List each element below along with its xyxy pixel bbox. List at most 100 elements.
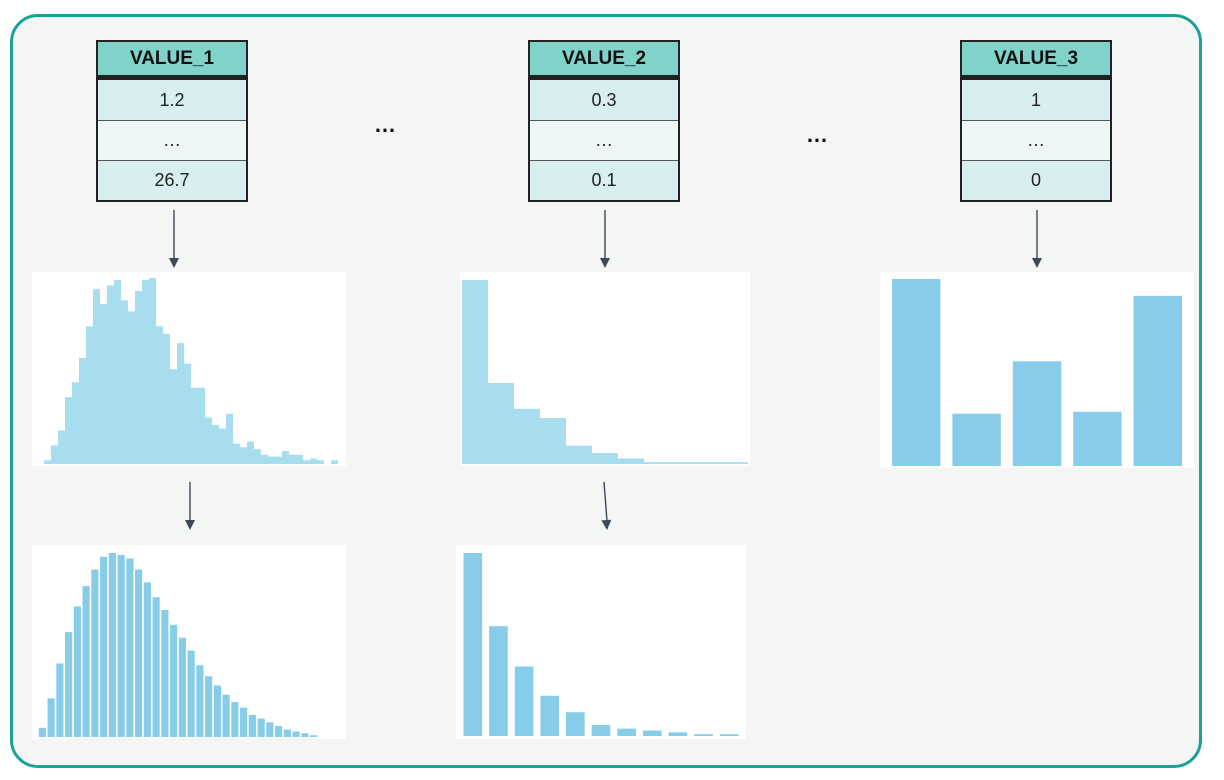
histogram-bar (222, 694, 230, 737)
histogram-bar (488, 383, 514, 464)
arrow-head (169, 258, 179, 268)
histogram-bar (617, 728, 636, 736)
histogram-bar (1012, 361, 1062, 466)
histogram-bar (696, 462, 722, 464)
histogram-bar (670, 462, 696, 464)
table-cell: 1.2 (98, 80, 246, 120)
histogram-bar (44, 460, 51, 464)
histogram-bar (1073, 411, 1122, 466)
histogram-bar (592, 452, 618, 464)
table-cell: … (962, 120, 1110, 160)
histogram-bar (126, 558, 134, 737)
histogram-bar (231, 702, 239, 737)
ellipsis-separator: … (806, 122, 828, 147)
histogram-bar (143, 582, 151, 737)
histogram-bar (591, 725, 611, 736)
histogram-bar (226, 413, 233, 464)
histogram-bar (719, 734, 739, 736)
histogram-bar (240, 707, 248, 737)
histogram-bar (540, 695, 560, 736)
histogram-bar (58, 430, 65, 464)
histogram-bar (170, 624, 178, 737)
histogram-bar (121, 300, 128, 464)
histogram-bar (283, 729, 291, 737)
histogram-bar (489, 626, 508, 736)
histogram-bar (170, 369, 177, 464)
arrow-head (601, 519, 612, 530)
histogram-bar (261, 454, 268, 464)
histogram-bar (644, 462, 670, 464)
histogram-bar (100, 556, 108, 737)
table-header: VALUE_2 (530, 42, 678, 80)
histogram-bar (156, 326, 163, 464)
histogram-bar (149, 278, 156, 464)
histogram-bar (187, 650, 195, 737)
histogram-bar (135, 291, 142, 464)
histogram-bar (117, 554, 125, 737)
histogram-bar (72, 382, 79, 464)
histogram-bar (184, 363, 191, 464)
histogram-bar (163, 333, 170, 464)
histogram-bar (642, 730, 662, 736)
histogram-bar (282, 450, 289, 464)
histogram-bar (142, 279, 149, 464)
histogram-bar (82, 586, 90, 737)
histogram-bar (161, 610, 169, 737)
histogram-bar (152, 597, 160, 737)
histogram-bar (108, 553, 116, 737)
ellipsis-separator: … (374, 112, 396, 137)
histogram-bar (952, 413, 1001, 466)
histogram-bar (317, 460, 324, 464)
histogram-bar (1133, 295, 1182, 466)
table-cell: 0 (962, 160, 1110, 200)
histogram-bar (205, 676, 213, 737)
arrow-head (1032, 258, 1042, 268)
histogram-bar (177, 343, 184, 464)
histogram-bar (331, 460, 338, 464)
histogram-bar (196, 665, 204, 737)
histogram-bar (275, 725, 283, 737)
table-cell: 0.3 (530, 80, 678, 120)
histogram-bar (198, 387, 205, 464)
histogram-bar (73, 606, 81, 737)
histogram-bar (463, 553, 483, 736)
histogram-bar (289, 454, 296, 464)
table-cell: 0.1 (530, 160, 678, 200)
histogram-bar (233, 443, 240, 464)
histogram-bar (65, 397, 72, 464)
histogram-bar (135, 569, 143, 737)
histogram-bar (178, 637, 186, 737)
histogram-bar (212, 424, 219, 464)
histogram-bar (191, 387, 198, 464)
arrow-head (600, 258, 610, 268)
histogram-bar (668, 732, 688, 736)
histogram-bar (303, 460, 310, 464)
histogram-bar (257, 718, 265, 737)
histogram-bar (51, 445, 58, 464)
table-cell: 1 (962, 80, 1110, 120)
histogram-bar (694, 734, 713, 736)
histogram-bar (56, 663, 64, 737)
value-3-table: VALUE_3 1 … 0 (960, 40, 1112, 202)
value-1-table: VALUE_1 1.2 … 26.7 (96, 40, 248, 202)
histogram-bar (310, 735, 318, 737)
histogram-bar (91, 569, 99, 737)
histogram-bar (540, 418, 566, 464)
histogram-bar (247, 441, 254, 464)
histogram-bar (248, 714, 256, 737)
histogram-bar (618, 458, 644, 464)
histogram-bar (128, 311, 135, 464)
histogram-bar (65, 632, 73, 737)
histogram-bar (296, 454, 303, 464)
histogram-bar (266, 722, 274, 737)
histogram-bar (213, 685, 221, 737)
histogram-bar (310, 458, 317, 464)
histogram-bar (462, 280, 488, 464)
histogram-bar (514, 408, 540, 464)
histogram-bar (107, 285, 114, 464)
table-cell: … (530, 120, 678, 160)
histogram-bar (566, 712, 585, 736)
histogram-bar (240, 447, 247, 464)
histogram-bar (205, 417, 212, 464)
